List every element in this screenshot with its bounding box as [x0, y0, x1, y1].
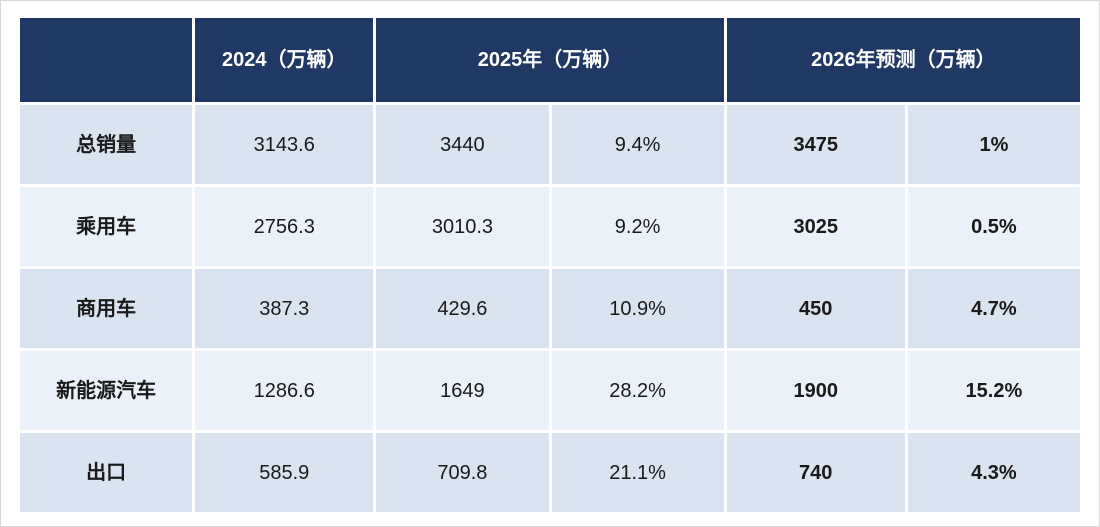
- cell-2025-value: 709.8: [376, 433, 549, 512]
- cell-2026-value: 1900: [726, 351, 905, 430]
- cell-2025-growth: 28.2%: [551, 351, 724, 430]
- cell-2026-growth: 0.5%: [907, 187, 1080, 266]
- header-2024: 2024（万辆）: [195, 18, 374, 102]
- cell-2025-growth: 9.2%: [551, 187, 724, 266]
- cell-2026-growth: 15.2%: [907, 351, 1080, 430]
- row-label-passenger-vehicles: 乘用车: [20, 187, 193, 266]
- cell-2026-growth: 4.7%: [907, 269, 1080, 348]
- cell-2026-value: 450: [726, 269, 905, 348]
- header-2026-forecast: 2026年预测（万辆）: [726, 18, 1080, 102]
- row-label-commercial-vehicles: 商用车: [20, 269, 193, 348]
- cell-2025-value: 429.6: [376, 269, 549, 348]
- header-corner-cell: [20, 18, 193, 102]
- cell-2026-value: 3475: [726, 105, 905, 184]
- row-label-total-sales: 总销量: [20, 105, 193, 184]
- cell-2025-value: 1649: [376, 351, 549, 430]
- row-label-exports: 出口: [20, 433, 193, 512]
- auto-sales-forecast-table: 2024（万辆） 2025年（万辆） 2026年预测（万辆） 总销量 3143.…: [20, 18, 1080, 512]
- cell-2024-value: 3143.6: [195, 105, 374, 184]
- cell-2025-growth: 10.9%: [551, 269, 724, 348]
- cell-2024-value: 2756.3: [195, 187, 374, 266]
- cell-2026-growth: 4.3%: [907, 433, 1080, 512]
- cell-2025-growth: 9.4%: [551, 105, 724, 184]
- cell-2024-value: 1286.6: [195, 351, 374, 430]
- cell-2024-value: 387.3: [195, 269, 374, 348]
- cell-2025-value: 3440: [376, 105, 549, 184]
- header-2025: 2025年（万辆）: [376, 18, 724, 102]
- row-label-nev: 新能源汽车: [20, 351, 193, 430]
- cell-2026-growth: 1%: [907, 105, 1080, 184]
- cell-2025-value: 3010.3: [376, 187, 549, 266]
- cell-2024-value: 585.9: [195, 433, 374, 512]
- cell-2026-value: 740: [726, 433, 905, 512]
- cell-2025-growth: 21.1%: [551, 433, 724, 512]
- cell-2026-value: 3025: [726, 187, 905, 266]
